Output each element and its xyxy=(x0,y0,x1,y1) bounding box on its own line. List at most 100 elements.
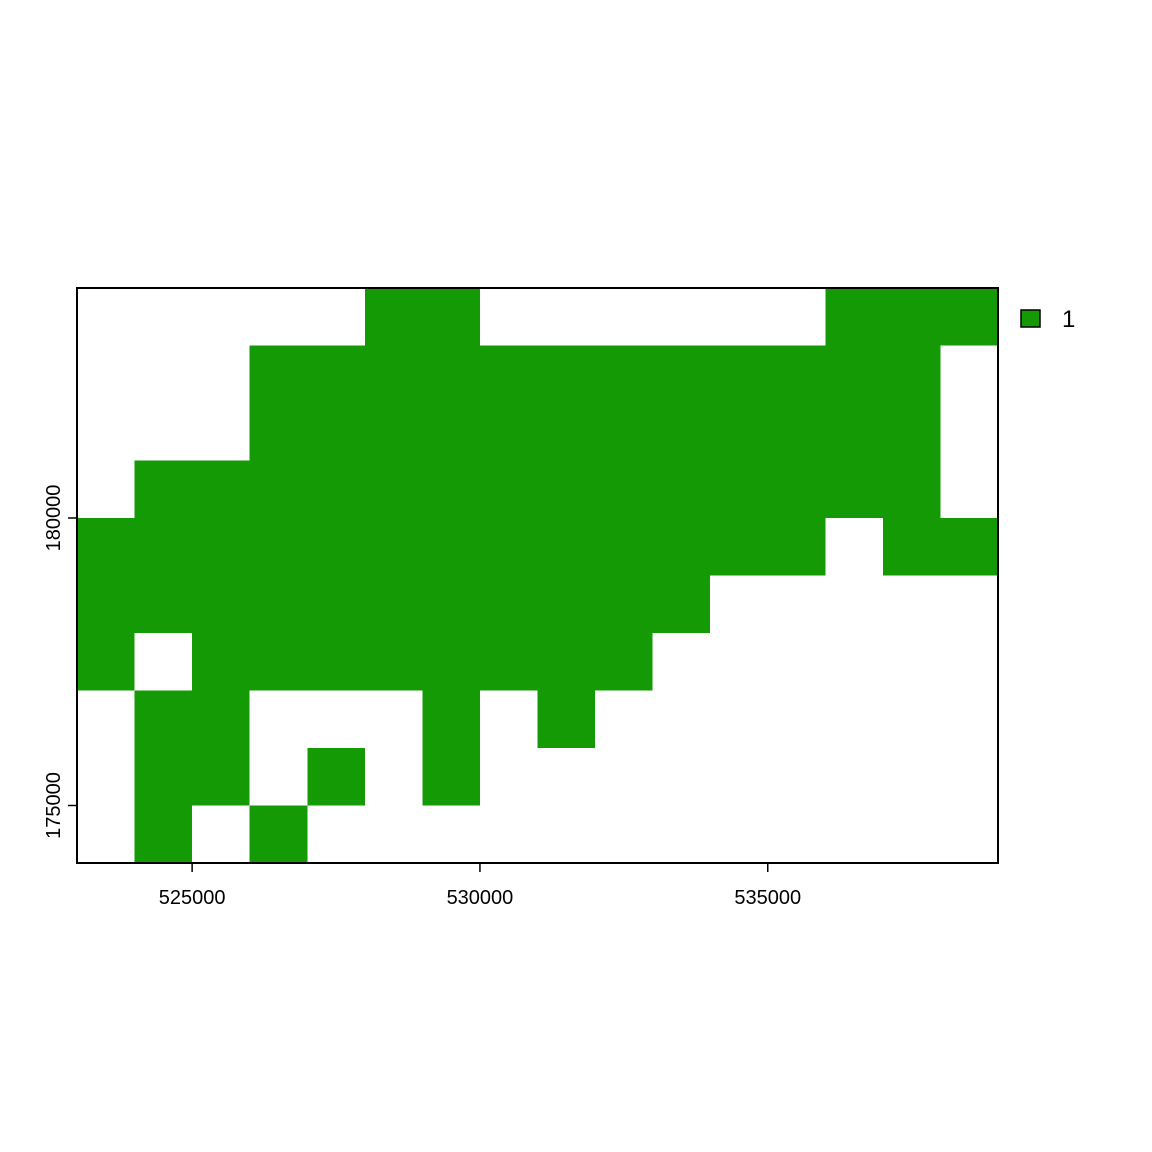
raster-cell xyxy=(364,518,423,576)
raster-cell xyxy=(249,403,308,461)
raster-cell xyxy=(249,460,308,518)
plot-frame xyxy=(76,287,999,864)
raster-cell xyxy=(537,460,596,518)
raster-cell xyxy=(249,518,308,576)
raster-cell xyxy=(767,460,826,518)
raster-cell xyxy=(192,575,250,633)
raster-cell xyxy=(940,518,998,576)
raster-cell xyxy=(422,575,480,633)
y-axis: 175000 180000 xyxy=(43,485,77,839)
raster-cell xyxy=(479,403,538,461)
raster-cell xyxy=(249,345,308,403)
raster-cell xyxy=(537,518,596,576)
raster-cell xyxy=(134,460,193,518)
raster-cell xyxy=(595,633,653,691)
raster-cell xyxy=(134,575,193,633)
raster-cell xyxy=(422,460,480,518)
raster-cell xyxy=(307,575,365,633)
raster-cell xyxy=(307,518,365,576)
raster-cell xyxy=(134,518,193,576)
raster-cell xyxy=(364,345,423,403)
raster-cell xyxy=(595,345,653,403)
raster-cell xyxy=(537,403,596,461)
raster-cell xyxy=(134,690,193,748)
raster-cell xyxy=(364,633,423,691)
raster-cell xyxy=(595,403,653,461)
raster-cell xyxy=(652,518,711,576)
legend: 1 xyxy=(1020,306,1075,333)
raster-cell xyxy=(595,575,653,633)
raster-cell xyxy=(882,460,941,518)
x-tick-label: 535000 xyxy=(734,887,801,909)
raster-cell xyxy=(307,460,365,518)
raster-cell xyxy=(77,575,135,633)
raster-cell xyxy=(134,805,193,863)
raster-cell xyxy=(825,403,883,461)
raster-cell xyxy=(364,460,423,518)
raster-cell xyxy=(192,633,250,691)
y-tick-label: 180000 xyxy=(43,485,65,552)
raster-cell xyxy=(249,805,308,863)
raster-cell xyxy=(192,690,250,748)
legend-label: 1 xyxy=(1062,306,1075,333)
raster-cell xyxy=(652,575,711,633)
raster-cell xyxy=(77,633,135,691)
raster-cell xyxy=(192,460,250,518)
raster-cell xyxy=(537,690,596,748)
raster-cell xyxy=(652,403,711,461)
legend-swatch xyxy=(1020,309,1041,328)
raster-cell xyxy=(882,345,941,403)
raster-cell xyxy=(364,575,423,633)
raster-cell xyxy=(825,288,883,346)
raster-cell xyxy=(767,403,826,461)
raster-cell xyxy=(537,345,596,403)
raster-cell xyxy=(422,748,480,806)
raster-cell xyxy=(364,288,423,346)
raster-cell xyxy=(307,403,365,461)
raster-cell xyxy=(249,633,308,691)
x-tick-label: 525000 xyxy=(159,887,226,909)
raster-cell xyxy=(77,518,135,576)
raster-cell xyxy=(710,518,768,576)
raster-cells xyxy=(77,288,998,863)
raster-cell xyxy=(825,460,883,518)
raster-cell xyxy=(652,460,711,518)
raster-cell xyxy=(710,345,768,403)
raster-cell xyxy=(537,575,596,633)
raster-cell xyxy=(134,748,193,806)
raster-cell xyxy=(595,460,653,518)
raster-cell xyxy=(307,748,365,806)
x-axis: 525000 530000 535000 xyxy=(159,863,801,909)
raster-cell xyxy=(192,518,250,576)
raster-cell xyxy=(422,690,480,748)
raster-cell xyxy=(479,575,538,633)
raster-cell xyxy=(710,403,768,461)
raster-cell xyxy=(479,460,538,518)
raster-cell xyxy=(249,575,308,633)
raster-cell xyxy=(192,748,250,806)
raster-cell xyxy=(422,345,480,403)
raster-cell xyxy=(307,345,365,403)
raster-cell xyxy=(479,633,538,691)
raster-cell xyxy=(595,518,653,576)
raster-cell xyxy=(479,345,538,403)
raster-cell xyxy=(825,345,883,403)
raster-cell xyxy=(479,518,538,576)
y-tick-label: 175000 xyxy=(43,772,65,839)
raster-cell xyxy=(882,518,941,576)
raster-cell xyxy=(307,633,365,691)
raster-cell xyxy=(422,288,480,346)
raster-cell xyxy=(940,288,998,346)
raster-cell xyxy=(537,633,596,691)
raster-cell xyxy=(882,403,941,461)
raster-cell xyxy=(364,403,423,461)
raster-cell xyxy=(882,288,941,346)
raster-cell xyxy=(422,518,480,576)
raster-cell xyxy=(422,403,480,461)
raster-cell xyxy=(767,518,826,576)
raster-cell xyxy=(767,345,826,403)
raster-cell xyxy=(422,633,480,691)
raster-cell xyxy=(710,460,768,518)
raster-cell xyxy=(652,345,711,403)
